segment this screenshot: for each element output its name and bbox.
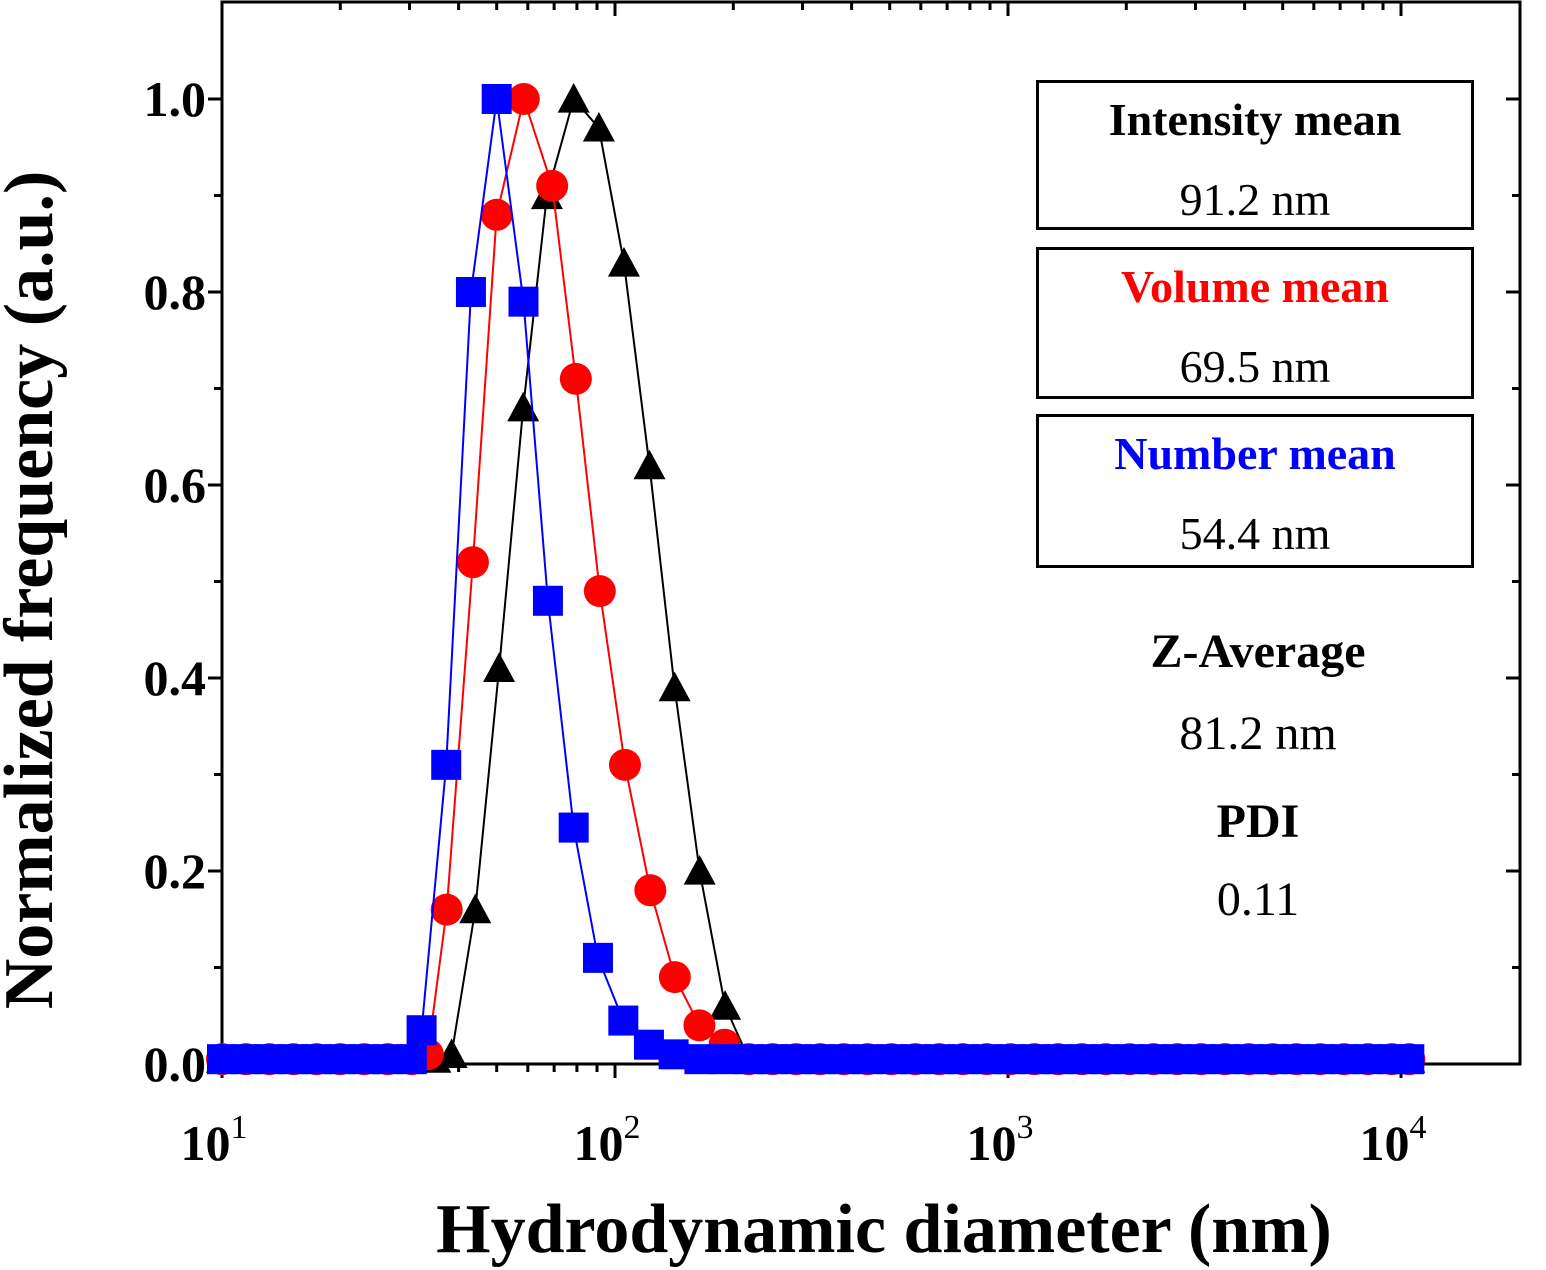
pdi-value: 0.11 bbox=[1216, 873, 1300, 926]
y-tick-label: 0.6 bbox=[144, 457, 207, 513]
x-tick-label-base: 10 bbox=[181, 1115, 231, 1171]
intensity-point bbox=[683, 855, 716, 885]
intensity-point bbox=[607, 247, 640, 277]
x-tick-label-base: 10 bbox=[967, 1115, 1017, 1171]
intensity-mean-box: Intensity mean 91.2 nm bbox=[1036, 80, 1474, 230]
y-tick-label: 0.4 bbox=[144, 650, 207, 706]
number-point bbox=[558, 812, 589, 843]
number-point bbox=[406, 1015, 437, 1046]
volume-point bbox=[683, 1009, 716, 1042]
intensity-mean-label: Intensity mean bbox=[1108, 94, 1402, 145]
volume-mean-value: 69.5 nm bbox=[1179, 341, 1331, 392]
y-tick-label: 0.8 bbox=[144, 264, 207, 320]
intensity-point bbox=[435, 1038, 468, 1068]
x-tick-label: 101 bbox=[181, 1109, 248, 1171]
x-tick-label: 102 bbox=[574, 1109, 641, 1171]
number-mean-value: 54.4 nm bbox=[1179, 508, 1331, 559]
volume-mean-label: Volume mean bbox=[1121, 261, 1389, 312]
intensity-point bbox=[483, 652, 516, 682]
y-tick-label: 1.0 bbox=[144, 71, 207, 127]
number-point bbox=[431, 749, 462, 780]
volume-point bbox=[608, 748, 641, 781]
intensity-point bbox=[709, 990, 742, 1020]
intensity-mean-value: 91.2 nm bbox=[1179, 174, 1331, 225]
z-average-label: Z-Average bbox=[1150, 625, 1366, 678]
intensity-point bbox=[459, 893, 492, 924]
volume-point bbox=[507, 83, 540, 115]
z-average-value: 81.2 nm bbox=[1179, 707, 1337, 760]
x-tick-label-exponent: 2 bbox=[624, 1109, 641, 1146]
y-tick-label: 0.2 bbox=[144, 843, 207, 899]
x-tick-label-exponent: 4 bbox=[1410, 1109, 1427, 1146]
number-point bbox=[684, 1044, 715, 1075]
number-mean-label: Number mean bbox=[1114, 428, 1396, 479]
number-point bbox=[508, 286, 539, 317]
volume-point bbox=[536, 169, 569, 202]
x-tick-label-base: 10 bbox=[574, 1115, 624, 1171]
y-axis-label: Normalized frequency (a.u.) bbox=[0, 171, 68, 1010]
volume-point bbox=[559, 362, 592, 395]
x-tick-label-exponent: 1 bbox=[231, 1109, 248, 1146]
volume-point bbox=[658, 961, 691, 994]
series-volume bbox=[206, 83, 1426, 1076]
number-point bbox=[582, 942, 613, 973]
number-point bbox=[1394, 1044, 1425, 1075]
number-point bbox=[532, 585, 563, 616]
number-point bbox=[481, 84, 512, 114]
x-tick-label-exponent: 3 bbox=[1017, 1109, 1034, 1146]
x-tick-label: 103 bbox=[967, 1109, 1034, 1171]
volume-mean-box: Volume mean 69.5 nm bbox=[1036, 247, 1474, 399]
volume-point bbox=[480, 198, 513, 231]
intensity-point bbox=[507, 391, 540, 422]
x-tick-label-base: 10 bbox=[1360, 1115, 1410, 1171]
number-point bbox=[396, 1044, 427, 1075]
intensity-point bbox=[633, 449, 666, 480]
series-number bbox=[207, 84, 1425, 1075]
volume-point bbox=[456, 546, 489, 579]
volume-point bbox=[634, 874, 667, 907]
x-tick-label: 104 bbox=[1360, 1109, 1427, 1171]
intensity-point bbox=[557, 83, 590, 113]
number-mean-box: Number mean 54.4 nm bbox=[1036, 414, 1474, 568]
number-point bbox=[608, 1005, 639, 1036]
number-point bbox=[658, 1039, 689, 1070]
number-point bbox=[455, 277, 486, 307]
volume-point bbox=[430, 893, 463, 926]
volume-point bbox=[583, 575, 616, 608]
y-tick-label: 0.0 bbox=[144, 1036, 207, 1092]
intensity-point bbox=[658, 671, 691, 702]
pdi-label: PDI bbox=[1216, 795, 1300, 848]
x-axis-label: Hydrodynamic diameter (nm) bbox=[436, 1191, 1332, 1268]
intensity-point bbox=[582, 111, 615, 142]
